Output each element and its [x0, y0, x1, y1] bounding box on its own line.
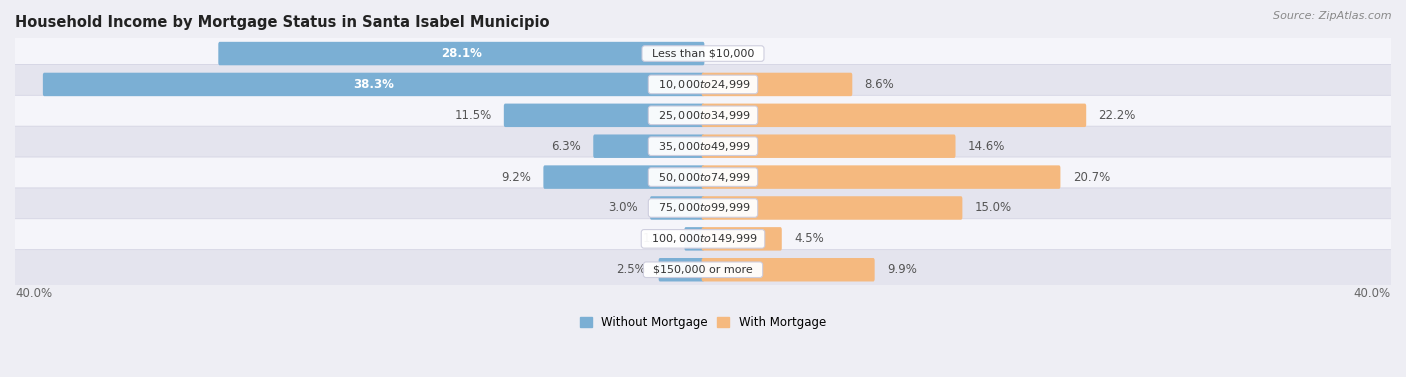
Legend: Without Mortgage, With Mortgage: Without Mortgage, With Mortgage	[575, 311, 831, 334]
Text: 14.6%: 14.6%	[967, 140, 1005, 153]
FancyBboxPatch shape	[702, 73, 852, 96]
FancyBboxPatch shape	[702, 196, 962, 220]
Text: 6.3%: 6.3%	[551, 140, 581, 153]
Text: $100,000 to $149,999: $100,000 to $149,999	[644, 232, 762, 245]
Text: $150,000 or more: $150,000 or more	[647, 265, 759, 275]
Text: $25,000 to $34,999: $25,000 to $34,999	[651, 109, 755, 122]
FancyBboxPatch shape	[702, 135, 956, 158]
Text: 1.0%: 1.0%	[643, 232, 672, 245]
FancyBboxPatch shape	[702, 104, 1087, 127]
Text: Household Income by Mortgage Status in Santa Isabel Municipio: Household Income by Mortgage Status in S…	[15, 15, 550, 30]
FancyBboxPatch shape	[593, 135, 704, 158]
FancyBboxPatch shape	[702, 227, 782, 251]
Text: 40.0%: 40.0%	[15, 287, 52, 300]
FancyBboxPatch shape	[650, 196, 704, 220]
Text: $50,000 to $74,999: $50,000 to $74,999	[651, 170, 755, 184]
Text: 11.5%: 11.5%	[454, 109, 492, 122]
FancyBboxPatch shape	[218, 42, 704, 65]
Text: 9.2%: 9.2%	[501, 170, 531, 184]
Text: 20.7%: 20.7%	[1073, 170, 1111, 184]
Text: 28.1%: 28.1%	[441, 47, 482, 60]
FancyBboxPatch shape	[4, 64, 1402, 104]
Text: 4.5%: 4.5%	[794, 232, 824, 245]
FancyBboxPatch shape	[4, 126, 1402, 166]
FancyBboxPatch shape	[4, 219, 1402, 259]
Text: $75,000 to $99,999: $75,000 to $99,999	[651, 201, 755, 215]
Text: 9.9%: 9.9%	[887, 263, 917, 276]
Text: 3.0%: 3.0%	[607, 201, 638, 215]
FancyBboxPatch shape	[685, 227, 704, 251]
FancyBboxPatch shape	[4, 188, 1402, 228]
Text: 8.6%: 8.6%	[865, 78, 894, 91]
Text: $35,000 to $49,999: $35,000 to $49,999	[651, 140, 755, 153]
FancyBboxPatch shape	[702, 258, 875, 282]
Text: 2.5%: 2.5%	[616, 263, 647, 276]
Text: Less than $10,000: Less than $10,000	[645, 49, 761, 58]
FancyBboxPatch shape	[658, 258, 704, 282]
FancyBboxPatch shape	[4, 157, 1402, 197]
FancyBboxPatch shape	[4, 34, 1402, 74]
FancyBboxPatch shape	[42, 73, 704, 96]
FancyBboxPatch shape	[543, 166, 704, 189]
FancyBboxPatch shape	[702, 166, 1060, 189]
Text: 22.2%: 22.2%	[1098, 109, 1136, 122]
Text: 15.0%: 15.0%	[974, 201, 1012, 215]
FancyBboxPatch shape	[4, 95, 1402, 135]
Text: Source: ZipAtlas.com: Source: ZipAtlas.com	[1274, 11, 1392, 21]
FancyBboxPatch shape	[4, 250, 1402, 290]
Text: 40.0%: 40.0%	[1354, 287, 1391, 300]
Text: $10,000 to $24,999: $10,000 to $24,999	[651, 78, 755, 91]
Text: 38.3%: 38.3%	[353, 78, 394, 91]
FancyBboxPatch shape	[503, 104, 704, 127]
